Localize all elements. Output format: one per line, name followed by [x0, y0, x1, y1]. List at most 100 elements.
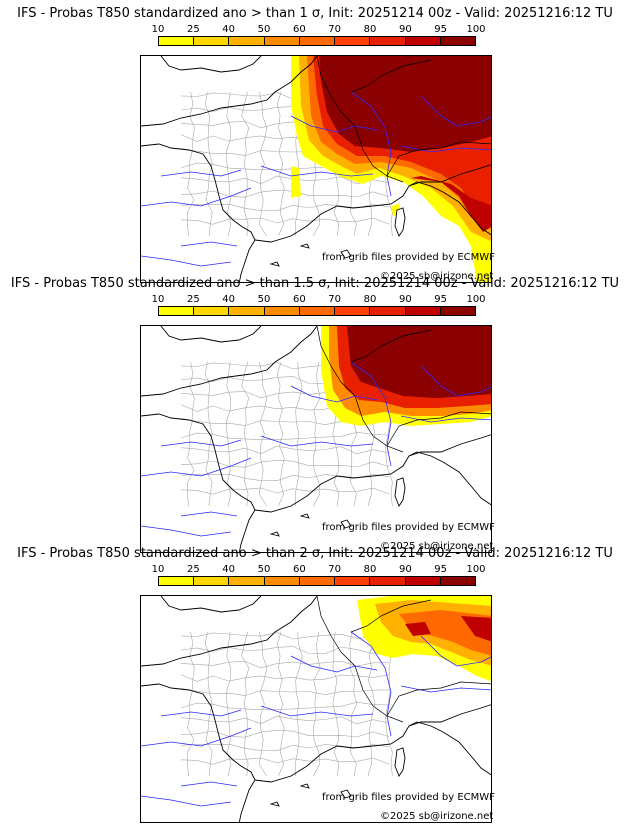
river: [180, 511, 238, 517]
colorbar-tick-label: 70: [328, 294, 342, 305]
river: [141, 187, 252, 207]
colorbar-tick-label: 80: [363, 564, 377, 575]
colorbar-segment: [264, 577, 300, 585]
colorbar-segment: [335, 307, 371, 315]
colorbar-segment: [299, 307, 336, 315]
probability-area-95: [319, 56, 491, 152]
department-line: [241, 631, 250, 777]
colorbar: [158, 306, 476, 316]
colorbar-segment: [194, 37, 230, 45]
colorbar-tick-label: 60: [292, 24, 306, 35]
probability-area-90: [405, 616, 491, 642]
colorbar-segment: [229, 577, 265, 585]
panel-1: IFS - Probas T850 standardized ano > tha…: [0, 6, 630, 283]
colorbar-tick-label: 10: [151, 564, 165, 575]
river: [290, 115, 378, 133]
corsica-island: [394, 477, 406, 507]
colorbar-segment: [264, 307, 300, 315]
river: [290, 655, 378, 673]
source-credit: from grib files provided by ECMWF: [322, 792, 495, 803]
colorbar-tick-label: 25: [186, 294, 200, 305]
river: [141, 795, 232, 807]
river: [180, 781, 238, 787]
department-line: [180, 189, 390, 198]
colorbar-segment: [194, 577, 230, 585]
probability-field: [321, 326, 491, 426]
river: [160, 709, 242, 717]
probability-area-95: [347, 326, 491, 398]
colorbar-segment: [335, 37, 371, 45]
source-credit: from grib files provided by ECMWF: [322, 252, 495, 263]
colorbar-tick-label: 10: [151, 24, 165, 35]
colorbar-tick-label: 90: [398, 294, 412, 305]
colorbar-tick-label: 40: [222, 294, 236, 305]
colorbar-segment: [335, 577, 371, 585]
colorbar-tick-label: 50: [257, 564, 271, 575]
coastline: [269, 243, 352, 267]
map-svg: [141, 596, 491, 822]
colorbar-tick-label: 90: [398, 564, 412, 575]
colorbar-tick-label: 70: [328, 564, 342, 575]
department-line: [180, 487, 390, 495]
coastline: [141, 326, 318, 552]
river: [420, 95, 491, 127]
border: [316, 596, 404, 723]
coastline: [141, 596, 318, 822]
colorbar-segment: [405, 577, 441, 585]
coastline: [141, 56, 318, 282]
department-line: [180, 445, 390, 455]
department-line: [225, 361, 232, 507]
colorbar-tick-label: 60: [292, 294, 306, 305]
colorbar: [158, 576, 476, 586]
coastline: [269, 513, 352, 537]
colorbar-tick-label: 50: [257, 24, 271, 35]
border: [350, 329, 432, 363]
river: [400, 415, 491, 423]
colorbar-segment: [299, 37, 336, 45]
department-line: [258, 361, 268, 507]
national-borders: [316, 56, 491, 183]
colorbar-tick-label: 80: [363, 24, 377, 35]
coastline: [160, 56, 262, 73]
department-line: [180, 431, 390, 441]
probability-map: [140, 55, 492, 283]
colorbar-tick-label: 100: [466, 24, 486, 35]
corsica-island: [394, 207, 406, 237]
map-svg: [141, 326, 491, 552]
colorbar-tick-label: 25: [186, 24, 200, 35]
river: [260, 705, 374, 717]
river: [420, 635, 491, 667]
colorbar-segment: [370, 37, 406, 45]
colorbar-segment: [194, 307, 230, 315]
department-line: [204, 361, 213, 507]
department-line: [225, 91, 232, 237]
department-line: [276, 631, 285, 777]
colorbar-segment: [264, 37, 300, 45]
coastlines: [141, 56, 491, 282]
colorbar-segment: [299, 577, 336, 585]
department-line: [312, 631, 321, 777]
river: [180, 241, 238, 247]
border: [350, 59, 432, 93]
border: [350, 599, 432, 633]
coastline: [408, 164, 491, 187]
border: [316, 326, 404, 453]
probability-area-10: [291, 166, 301, 198]
colorbar-tick-label: 95: [434, 564, 448, 575]
panel-title: IFS - Probas T850 standardized ano > tha…: [17, 6, 613, 21]
rivers: [141, 361, 491, 537]
colorbar-segment: [229, 37, 265, 45]
probability-map: [140, 325, 492, 553]
department-line: [180, 688, 390, 696]
border: [386, 141, 491, 177]
department-line: [258, 631, 268, 777]
department-line: [180, 701, 390, 711]
department-line: [180, 646, 390, 655]
colorbar-tick-label: 80: [363, 294, 377, 305]
copyright-credit: ©2025 sb@irizone.net: [380, 811, 494, 822]
department-line: [258, 91, 268, 237]
river: [141, 525, 232, 537]
rivers: [141, 91, 491, 267]
coastline: [160, 596, 262, 613]
department-line: [180, 729, 390, 738]
